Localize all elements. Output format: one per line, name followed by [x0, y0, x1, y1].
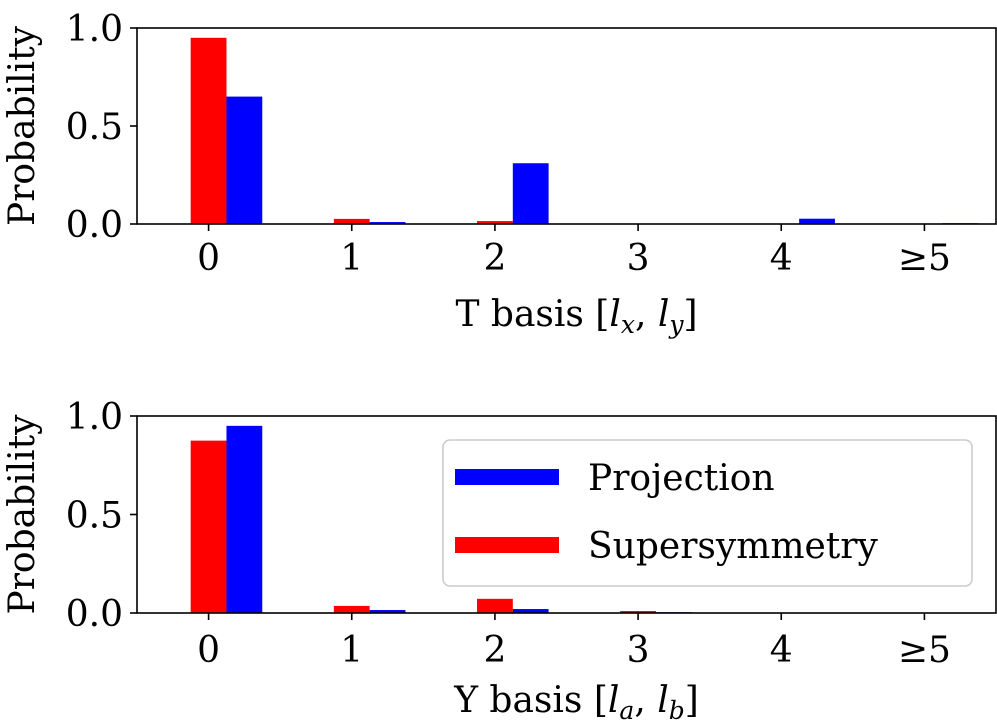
x-label-var-a: l	[609, 294, 621, 335]
bar-projection-2	[512, 163, 549, 224]
x-tick-label: 1	[340, 238, 363, 279]
y-tick-label: 0.5	[66, 496, 123, 537]
chart-1: 0 1 2 3 4 ≥5 0.0 0.5 1.0 Probability T basis [lx, …	[2, 9, 997, 339]
axes-frame	[136, 27, 997, 225]
legend-swatch-supersymmetry	[455, 537, 559, 553]
bar-supersymmetry-0	[190, 37, 227, 224]
x-label-sep: ,	[634, 680, 657, 721]
bar-projection-0	[226, 96, 263, 224]
x-tick-label: 3	[627, 238, 650, 279]
y-tick-label: 0.5	[66, 107, 123, 148]
x-label-var-b: l	[657, 680, 669, 721]
bar-projection-4	[799, 218, 835, 224]
bar-supersymmetry-3	[620, 611, 656, 613]
x-tick-label: 4	[770, 238, 793, 279]
bar-projection-1	[369, 222, 406, 224]
y-axis-label: Probability	[2, 25, 43, 226]
x-tick-label: 3	[627, 630, 650, 671]
legend: Projection Supersymmetry	[442, 439, 973, 587]
y-tick-label: 0.0	[66, 205, 123, 246]
y-tick-label: 0.0	[66, 594, 123, 635]
y-tick-label: 1.0	[66, 9, 123, 50]
x-label-sep: ,	[635, 294, 658, 335]
x-label-sub-b: b	[669, 696, 685, 722]
legend-label-supersymmetry: Supersymmetry	[588, 526, 878, 567]
bar-projection-1	[369, 610, 406, 613]
bar-projection-2	[512, 609, 549, 613]
x-label-suffix: ]	[684, 294, 698, 335]
x-tick-label: ≥5	[898, 630, 951, 671]
x-label-sub-a: x	[621, 310, 635, 339]
x-axis-label: Y basis [la, lb]	[453, 680, 699, 722]
y-axis-label: Probability	[2, 414, 43, 615]
x-label-var-b: l	[658, 294, 670, 335]
x-tick-label: 0	[197, 238, 220, 279]
x-label-prefix: Y basis [	[453, 680, 608, 721]
x-tick-label: 4	[770, 630, 793, 671]
x-tick-label: 0	[197, 630, 220, 671]
legend-swatch-projection	[455, 469, 559, 485]
x-label-sub-b: y	[668, 310, 684, 339]
bar-supersymmetry-1	[333, 605, 370, 613]
x-label-sub-a: a	[619, 696, 634, 722]
bar-projection-0	[226, 425, 263, 613]
x-tick-label: 2	[483, 630, 506, 671]
x-tick-label: 2	[483, 238, 506, 279]
x-label-suffix: ]	[685, 680, 699, 721]
x-tick-label: 1	[340, 630, 363, 671]
legend-box	[442, 439, 973, 587]
x-label-var-a: l	[608, 680, 620, 721]
bar-supersymmetry-2	[477, 221, 513, 224]
x-axis-label: T basis [lx, ly]	[455, 294, 697, 339]
x-tick-label: ≥5	[898, 238, 951, 279]
x-label-prefix: T basis [	[455, 294, 609, 335]
y-tick-label: 1.0	[66, 397, 123, 438]
bar-supersymmetry-0	[190, 440, 227, 613]
bar-supersymmetry-2	[477, 598, 513, 613]
bar-supersymmetry-1	[333, 218, 370, 224]
legend-label-projection: Projection	[588, 458, 775, 499]
